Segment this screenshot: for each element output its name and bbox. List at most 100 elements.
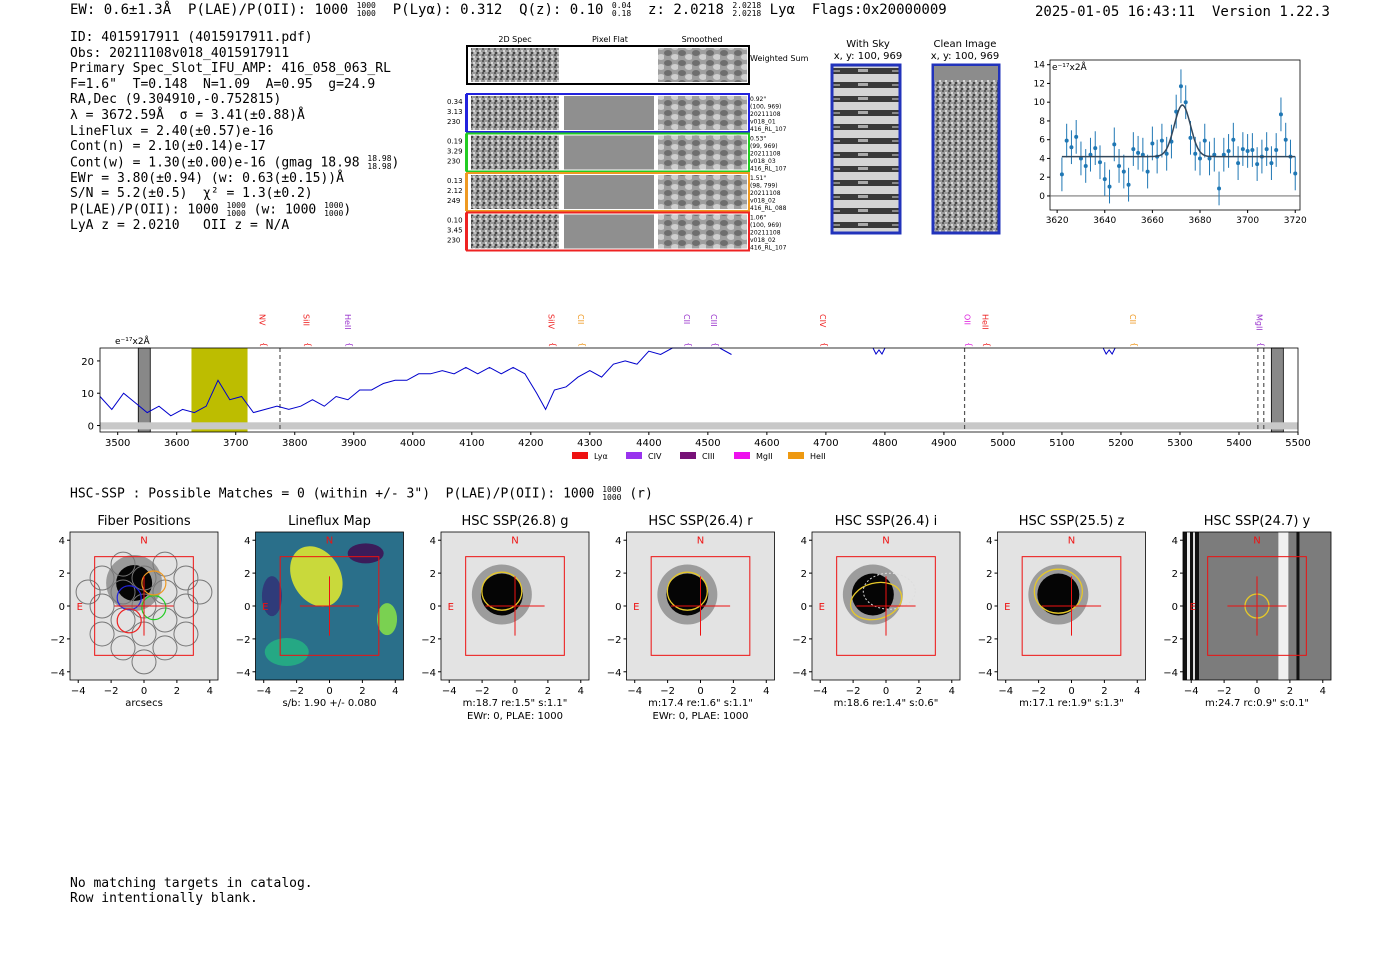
fit-ytick-label: 0: [1039, 192, 1045, 202]
fit-ytick-label: 10: [1034, 98, 1046, 108]
emission-line-marker: {: [820, 342, 829, 347]
cutout-row-right-label: (100, 969): [750, 104, 781, 111]
fit-data-point: [1131, 147, 1136, 152]
emission-line-label: CII: [1128, 314, 1137, 324]
fit-data-point: [1193, 151, 1198, 156]
source-ellipse: [849, 581, 903, 621]
hsc-panel-title: Fiber Positions: [97, 514, 190, 529]
cutout-row-right-label: (100, 969): [750, 222, 781, 229]
hsc-ytick-label: 4: [430, 536, 436, 547]
emission-line-marker: {: [711, 342, 720, 347]
fit-data-point: [1064, 138, 1069, 143]
summary-plae-lo: 1000: [226, 209, 246, 219]
aperture-box: [836, 556, 936, 656]
hsc-line-suffix: (r): [629, 486, 653, 502]
hsc-xtick-label: 2: [359, 686, 365, 697]
fiber-highlight: [141, 595, 167, 621]
source-core: [1037, 573, 1080, 616]
summary-contw-lo: 18.98: [367, 161, 392, 171]
compass-north: N: [697, 536, 704, 547]
hsc-panel-caption: s/b: 1.90 +/- 0.080: [282, 698, 376, 709]
fit-data-point: [1112, 142, 1117, 147]
hsc-ytick-label: 2: [801, 569, 807, 580]
aperture-box: [465, 556, 565, 656]
compass-north: N: [1253, 536, 1260, 547]
summary-contn: Cont(n) = 2.10(±0.14)e-17: [70, 139, 266, 155]
aperture-box: [1021, 556, 1122, 656]
lya-highlight-span: [191, 348, 248, 432]
fiber-circle: [152, 635, 178, 661]
weighted-2dspec: [471, 48, 559, 82]
lineflux-blob: [347, 543, 384, 564]
summary-obs: Obs: 20211108v018_4015917911: [70, 45, 290, 61]
hsc-xtick-label: −4: [442, 686, 457, 697]
hsc-xtick-label: 0: [1068, 686, 1074, 697]
fiber-highlight: [116, 585, 142, 611]
cutout-row-right-label: v018_02: [750, 198, 776, 205]
hsc-ytick-label: −4: [1163, 668, 1178, 679]
footer-line2: Row intentionally blank.: [70, 891, 258, 906]
cutout-row-left-label: 0.13: [447, 177, 463, 185]
hsc-xtick-label: −2: [1031, 686, 1046, 697]
header-timestamp: 2025-01-05 16:43:11: [1034, 4, 1196, 20]
fit-data-point: [1078, 156, 1083, 161]
emission-line-marker: {: [578, 342, 587, 347]
legend-label: HeII: [810, 452, 826, 461]
fit-data-point: [1255, 162, 1260, 167]
emission-line-label: OII: [963, 314, 972, 325]
cutout-pixelflat: [564, 135, 654, 170]
fit-xtick-label: 3660: [1141, 216, 1164, 226]
cutout-row-right-label: 1.06": [750, 215, 766, 222]
summary-contw-hi: 18.98: [367, 153, 392, 163]
fit-data-point: [1293, 171, 1298, 176]
fit-ytick-label: 2: [1039, 173, 1045, 183]
fit-xtick-label: 3620: [1046, 216, 1069, 226]
spectrum-xtick-label: 5100: [1049, 438, 1074, 449]
emission-line-label: CII: [682, 314, 691, 324]
cutout-row-right-label: (99, 969): [750, 143, 778, 150]
fit-xtick-label: 3680: [1189, 216, 1212, 226]
header-version: Version 1.22.3: [1211, 4, 1330, 20]
compass-north: N: [882, 536, 889, 547]
with-sky-image: [830, 63, 902, 235]
hsc-panel: HSC SSP(25.5) z N E 4 2 0 −2 −4 −4 −2 0 2 4 m:17.1 re…: [978, 514, 1146, 709]
hsc-ytick-label: 4: [801, 536, 807, 547]
hsc-xtick-label: 4: [949, 686, 955, 697]
col-label-pixelflat: Pixel Flat: [592, 35, 628, 44]
cutout-row-right-label: 416_RL_107: [750, 245, 787, 252]
hsc-panel-caption: m:24.7 rc:0.9" s:0.1": [1205, 698, 1309, 709]
fit-data-point: [1198, 156, 1202, 161]
hsc-panel-title: HSC SSP(24.7) y: [1204, 514, 1311, 529]
source-core: [480, 573, 523, 616]
cutout-2dspec: [471, 96, 559, 130]
emission-line-marker: {: [304, 342, 313, 347]
hsc-panel: Lineflux Map N E 4 2 0 −2 −4 −4 −2 0 2 4 s/b: 1.90 +/…: [236, 514, 404, 709]
cutout-row-right-label: 0.92": [750, 96, 766, 103]
hsc-xtick-label: −4: [1184, 686, 1199, 697]
hsc-xtick-label: −4: [998, 686, 1013, 697]
spectrum-xtick-label: 3600: [164, 438, 189, 449]
summary-plae-w: (w: 1000: [253, 202, 317, 218]
spectrum-clipped-feature: [872, 347, 886, 355]
fit-data-point: [1212, 152, 1217, 157]
hsc-ytick-label: 0: [801, 602, 807, 613]
summary-slot: Primary Spec_Slot_IFU_AMP: 416_058_063_R…: [70, 61, 391, 77]
hsc-ytick-label: 2: [986, 569, 992, 580]
source-ellipse: [1033, 568, 1083, 614]
spectrum-xtick-label: 4000: [400, 438, 425, 449]
fit-data-point: [1136, 150, 1141, 155]
hsc-ytick-label: 2: [244, 569, 250, 580]
hsc-panel-caption: m:17.4 re:1.6" s:1.1": [648, 698, 753, 709]
legend-label: MgII: [756, 452, 773, 461]
spectrum-xtick-label: 3500: [105, 438, 130, 449]
legend-label: CIV: [648, 452, 662, 461]
fit-data-point: [1278, 112, 1283, 117]
spectrum-xtick-label: 5200: [1108, 438, 1133, 449]
cutout-row-right-label: (98, 799): [750, 183, 778, 190]
fiber-circle: [173, 593, 199, 619]
hsc-ytick-label: −4: [792, 668, 807, 679]
summary-plae-w-end: ): [343, 202, 352, 218]
fit-data-point: [1126, 182, 1131, 187]
detection-summary: ID: 4015917911 (4015917911.pdf) Obs: 202…: [70, 30, 399, 234]
fiber-circle: [131, 649, 157, 675]
